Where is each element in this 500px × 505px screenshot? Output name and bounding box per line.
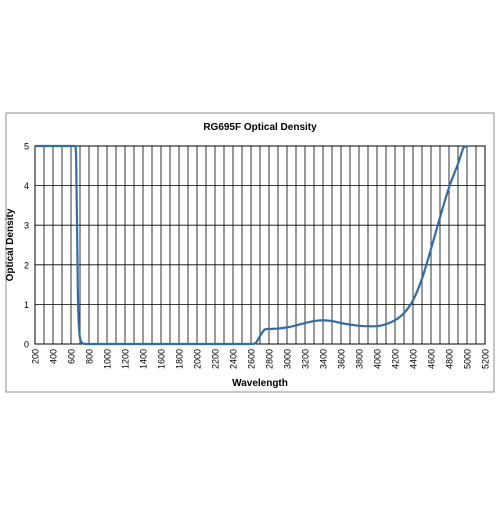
x-tick-label: 4600 <box>427 349 437 369</box>
x-tick-label: 1400 <box>139 349 149 369</box>
x-tick-label: 600 <box>67 349 77 364</box>
y-tick-label: 0 <box>24 340 29 350</box>
x-tick-label: 4800 <box>445 349 455 369</box>
x-tick-label: 1800 <box>175 349 185 369</box>
y-axis-label: Optical Density <box>5 208 16 281</box>
x-tick-label: 3800 <box>355 349 365 369</box>
x-tick-label: 5000 <box>463 349 473 369</box>
grid-lines <box>35 146 485 344</box>
x-tick-label: 3600 <box>337 349 347 369</box>
x-tick-label: 2200 <box>211 349 221 369</box>
x-tick-label: 800 <box>85 349 95 364</box>
y-tick-label: 1 <box>24 300 29 310</box>
x-tick-label: 3200 <box>301 349 311 369</box>
chart-title: RG695F Optical Density <box>203 122 317 133</box>
plot-area <box>34 145 486 345</box>
y-tick-label: 5 <box>24 142 29 152</box>
x-tick-label: 3400 <box>319 349 329 369</box>
series-group <box>35 144 468 346</box>
x-tick-label: 3000 <box>283 349 293 369</box>
x-tick-label: 5200 <box>481 349 491 369</box>
x-tick-label: 4200 <box>391 349 401 369</box>
x-tick-label: 1600 <box>157 349 167 369</box>
x-tick-label: 2600 <box>247 349 257 369</box>
x-tick-label: 4400 <box>409 349 419 369</box>
x-tick-label: 200 <box>31 349 41 364</box>
x-tick-label: 2000 <box>193 349 203 369</box>
y-tick-label: 4 <box>24 181 29 191</box>
x-tick-label: 4000 <box>373 349 383 369</box>
y-tick-label: 2 <box>24 260 29 270</box>
x-tick-label: 1000 <box>103 349 113 369</box>
optical-density-line <box>35 144 468 346</box>
x-tick-label: 1200 <box>121 349 131 369</box>
x-axis-label: Wavelength <box>232 378 288 389</box>
axis-ticks: 200 400 600 800 1000 1200 1400 1600 1800 2000 2200… <box>24 142 491 370</box>
x-tick-label: 2800 <box>265 349 275 369</box>
x-tick-label: 400 <box>49 349 59 364</box>
y-tick-label: 3 <box>24 221 29 231</box>
x-tick-label: 2400 <box>229 349 239 369</box>
